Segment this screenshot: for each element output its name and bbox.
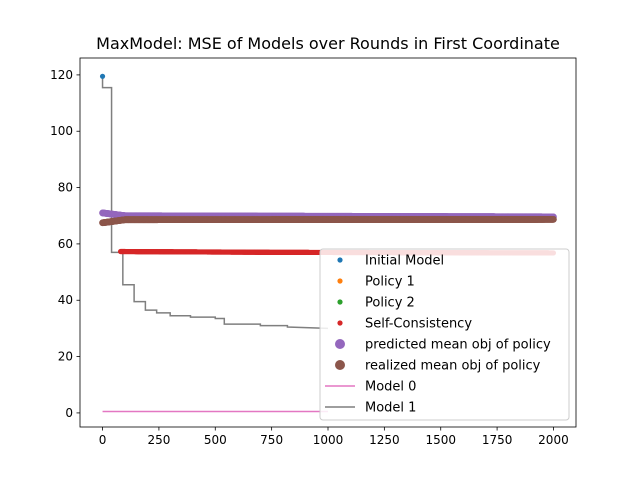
legend-marker-predicted-mean-obj-of-policy bbox=[335, 339, 345, 349]
y-tick-label: 120 bbox=[50, 68, 73, 82]
x-tick-label: 1250 bbox=[369, 433, 400, 447]
legend-label-model-0: Model 0 bbox=[365, 380, 416, 395]
legend-marker-self-consistency bbox=[337, 320, 343, 326]
chart-title: MaxModel: MSE of Models over Rounds in F… bbox=[96, 34, 560, 53]
legend-label-initial-model: Initial Model bbox=[365, 254, 444, 269]
legend-box bbox=[319, 248, 570, 421]
legend-label-predicted-mean-obj-of-policy: predicted mean obj of policy bbox=[365, 338, 551, 353]
x-tick-label: 1750 bbox=[482, 433, 513, 447]
series-realized-mean-points bbox=[99, 216, 557, 227]
x-tick-label: 1000 bbox=[313, 433, 344, 447]
legend-marker-realized-mean-obj-of-policy bbox=[335, 360, 345, 370]
legend-label-realized-mean-obj-of-policy: realized mean obj of policy bbox=[365, 359, 541, 374]
y-tick-label: 20 bbox=[58, 350, 73, 364]
y-tick-label: 0 bbox=[65, 406, 73, 420]
y-tick-label: 100 bbox=[50, 124, 73, 138]
x-tick-label: 250 bbox=[147, 433, 170, 447]
y-tick-label: 60 bbox=[58, 237, 73, 251]
x-tick-label: 750 bbox=[260, 433, 283, 447]
x-tick-label: 0 bbox=[99, 433, 107, 447]
legend-label-policy-2: Policy 2 bbox=[365, 296, 415, 311]
x-tick-label: 2000 bbox=[538, 433, 569, 447]
initial-model-point bbox=[99, 73, 106, 79]
legend-label-policy-1: Policy 1 bbox=[365, 275, 415, 290]
realized-mean-point bbox=[550, 216, 557, 223]
axes: 0 250 500 750 1000 1250 1500 1750 2000 0 20 40 60 80 1… bbox=[50, 57, 577, 447]
series-model-1-line bbox=[101, 76, 329, 330]
y-tick-label: 40 bbox=[58, 293, 73, 307]
x-tick-label: 500 bbox=[204, 433, 227, 447]
legend: Initial Model Policy 1 Policy 2 Self-Consis… bbox=[319, 248, 570, 421]
x-tick-label: 1500 bbox=[425, 433, 456, 447]
legend-marker-policy-2 bbox=[337, 299, 343, 305]
legend-label-self-consistency: Self-Consistency bbox=[365, 317, 472, 332]
legend-marker-initial-model bbox=[337, 257, 343, 263]
legend-label-model-1: Model 1 bbox=[365, 401, 416, 416]
legend-marker-policy-1 bbox=[337, 278, 343, 284]
y-tick-label: 80 bbox=[58, 181, 73, 195]
